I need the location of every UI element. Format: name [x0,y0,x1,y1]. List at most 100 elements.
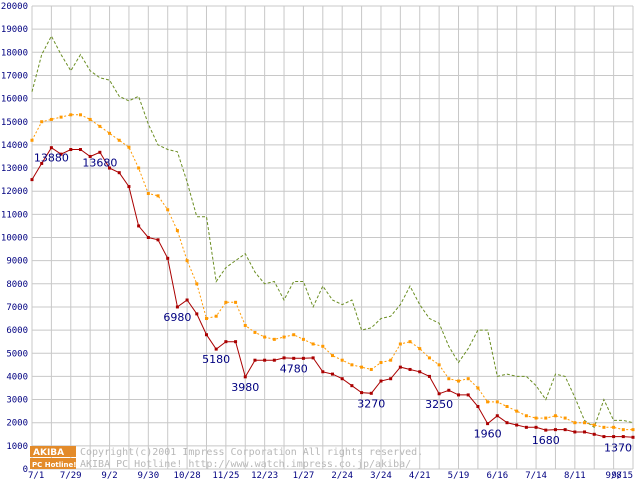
series-0-point [311,356,315,360]
series-1-point [379,361,383,365]
series-0-point [40,161,44,165]
x-tick-label: 3/24 [370,471,392,480]
series-0-point [515,423,519,427]
copyright-line: Copyright(c)2001 Impress Corporation All… [80,447,423,458]
series-0-point [583,430,587,434]
series-1-point [369,367,373,371]
y-tick-label: 15000 [1,118,28,128]
series-0-point [427,374,431,378]
series-0-point [204,333,208,337]
y-tick-label: 9000 [6,257,28,267]
series-1-point [524,414,528,418]
series-1-point [292,333,296,337]
series-0-point [117,171,121,175]
series-0-point [573,430,577,434]
series-1-point [156,194,160,198]
series-0-point [418,370,422,374]
series-line-1 [31,114,633,431]
y-tick-label: 17000 [1,71,28,81]
y-tick-label: 4000 [6,372,28,382]
x-tick-label: 9/15 [611,471,633,480]
series-0-point [137,224,141,228]
series-0-point [301,356,305,360]
data-label: 4780 [280,362,308,375]
series-1-point [30,138,34,142]
series-1-point [515,409,519,413]
series-1-point [137,166,141,170]
series-0-point [466,393,470,397]
series-0-point [224,340,228,344]
series-1-point [272,337,276,341]
series-1-point [40,120,44,124]
x-axis-ticks: 7/1 7/29 9/2 9/30 10/28 11/25 12/23 1/27 2/24 3/2… [28,471,633,480]
site-url-line: AKIBA PC Hotline! http://www.watch.impre… [80,459,411,470]
series-1-point [301,337,305,341]
data-label: 13880 [34,152,69,165]
series-0-point [408,367,412,371]
series-0-point [282,356,286,360]
series-0-point [612,435,616,439]
series-0-point [146,236,150,239]
series-0-point [447,388,451,392]
series-0-point [379,379,383,383]
series-0-point [98,150,102,154]
series-layer [30,35,635,439]
series-1-point [612,425,616,429]
series-1-point [553,414,557,418]
series-1-point [621,428,625,432]
series-0-point [389,377,393,381]
series-0-point [108,166,112,170]
series-0-point [166,256,170,260]
series-0-point [243,375,247,379]
series-1-point [88,117,92,121]
series-0-point [495,414,499,418]
series-1-point [573,421,577,425]
series-1-point [234,300,238,304]
series-1-point [340,358,344,362]
data-labels: 13880 13680 6980 5180 3980 4780 3270 3250 1960 16… [34,152,632,455]
series-1-point [321,344,325,348]
series-0-point [350,384,354,388]
copyright-watermark: AKIBA PC Hotline! Copyright(c)2001 Impre… [30,446,423,470]
series-1-point [117,138,121,142]
series-0-point [234,340,238,344]
akiba-logo-top-bg [30,446,76,457]
series-0-point [49,146,53,150]
series-1-point [486,400,490,404]
series-0-point [185,298,189,302]
series-1-point [360,365,364,369]
series-1-point [69,113,73,117]
series-0-point [292,356,296,360]
series-1-point [204,317,208,321]
series-1-point [195,282,199,286]
series-1-point [49,117,53,121]
series-1-point [544,416,548,420]
series-1-point [563,416,567,420]
x-tick-label: 5/19 [448,471,470,480]
y-tick-label: 0 [23,465,28,475]
series-1-point [185,259,189,263]
series-1-point [495,400,499,404]
series-0-point [156,238,160,242]
y-tick-label: 14000 [1,141,28,151]
x-tick-label: 2/24 [331,471,353,480]
series-1-point [631,428,635,432]
data-label: 3980 [231,381,259,394]
data-label: 13680 [82,156,117,169]
series-0-point [127,185,131,189]
series-0-point [563,428,567,432]
series-0-point [505,421,509,425]
series-0-point [398,365,402,369]
series-0-point [457,393,461,397]
x-tick-label: 8/11 [564,471,586,480]
series-0-point [272,358,276,362]
x-tick-label: 9/2 [101,471,117,480]
x-tick-label: 12/23 [251,471,278,480]
series-1-point [243,323,247,327]
series-0-point [437,392,441,396]
series-1-point [214,314,218,318]
x-tick-label: 11/25 [212,471,239,480]
y-tick-label: 13000 [1,164,28,174]
series-0-point [175,305,179,309]
